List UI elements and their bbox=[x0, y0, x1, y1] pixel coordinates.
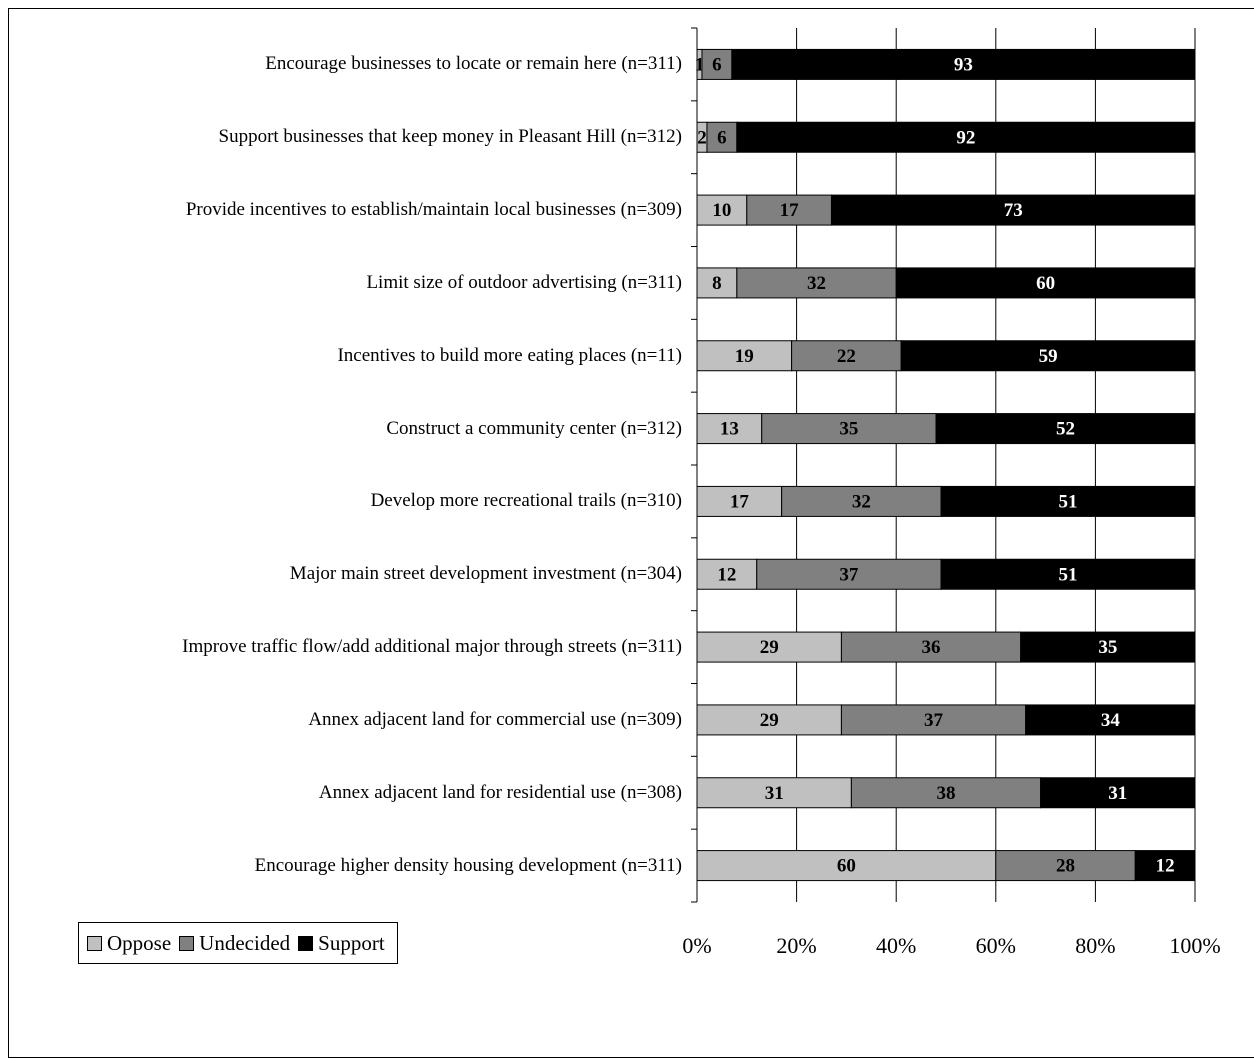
category-label: Major main street development investment… bbox=[289, 563, 682, 585]
data-label: 34 bbox=[1101, 710, 1121, 731]
x-tick-label: 100% bbox=[1169, 933, 1220, 958]
data-label: 10 bbox=[712, 200, 731, 221]
category-label: Develop more recreational trails (n=310) bbox=[370, 490, 682, 512]
bar-undecided bbox=[840, 704, 1027, 736]
category-label: Incentives to build more eating places (… bbox=[337, 344, 682, 366]
data-label: 92 bbox=[956, 127, 975, 148]
data-label: 17 bbox=[780, 200, 800, 221]
data-label: 29 bbox=[760, 637, 779, 658]
legend-label-oppose: Oppose bbox=[107, 930, 172, 955]
category-label: Annex adjacent land for residential use … bbox=[318, 781, 682, 803]
bar-undecided bbox=[736, 267, 897, 299]
bar-undecided bbox=[840, 631, 1022, 663]
bar-support bbox=[736, 121, 1196, 153]
data-label: 32 bbox=[852, 491, 871, 512]
data-label: 6 bbox=[712, 54, 722, 75]
data-label: 12 bbox=[1156, 856, 1175, 877]
data-label: 28 bbox=[1056, 856, 1075, 877]
bar-oppose bbox=[696, 267, 738, 299]
bar-support bbox=[940, 558, 1196, 590]
legend-swatch-oppose bbox=[87, 935, 102, 951]
legend: Oppose Undecided Support bbox=[78, 922, 398, 964]
data-label: 17 bbox=[730, 491, 750, 512]
legend-item-undecided: Undecided bbox=[179, 931, 290, 956]
data-label: 31 bbox=[1108, 783, 1127, 804]
x-tick-label: 80% bbox=[1075, 933, 1115, 958]
legend-item-oppose: Oppose bbox=[87, 931, 171, 956]
data-label: 12 bbox=[717, 564, 736, 585]
data-label: 32 bbox=[807, 273, 826, 294]
bar-support bbox=[731, 48, 1196, 80]
x-tick-label: 0% bbox=[682, 933, 711, 958]
category-label: Support businesses that keep money in Pl… bbox=[218, 126, 683, 148]
data-label: 22 bbox=[837, 346, 856, 367]
chart-frame bbox=[8, 8, 1254, 1058]
x-axis-ticks: 0% 20% 40% 60% 80% 100% bbox=[682, 933, 1220, 958]
data-label: 36 bbox=[922, 637, 941, 658]
data-label: 19 bbox=[735, 346, 754, 367]
gridlines bbox=[796, 28, 1196, 902]
category-label: Improve traffic flow/add additional majo… bbox=[182, 636, 682, 658]
data-label: 52 bbox=[1056, 419, 1075, 440]
bar-oppose bbox=[696, 340, 793, 372]
y-axis bbox=[691, 27, 698, 903]
category-label: Encourage businesses to locate or remain… bbox=[265, 53, 682, 75]
bar-support bbox=[1025, 704, 1196, 736]
data-label: 37 bbox=[924, 710, 944, 731]
bar-undecided bbox=[850, 777, 1042, 809]
data-label: 37 bbox=[839, 564, 859, 585]
bar-support bbox=[1134, 850, 1196, 882]
bar-oppose bbox=[696, 485, 783, 517]
bar-undecided bbox=[701, 48, 733, 80]
bar-support bbox=[830, 194, 1196, 226]
data-label: 93 bbox=[954, 54, 973, 75]
bar-support bbox=[1040, 777, 1196, 809]
bar-support bbox=[1020, 631, 1196, 663]
category-label: Construct a community center (n=312) bbox=[386, 417, 682, 439]
bar-undecided bbox=[791, 340, 902, 372]
data-label: 35 bbox=[839, 419, 858, 440]
data-label: 51 bbox=[1059, 564, 1078, 585]
data-label: 6 bbox=[717, 127, 727, 148]
bar-oppose bbox=[696, 631, 842, 663]
bar-oppose bbox=[696, 777, 852, 809]
bar-support bbox=[935, 413, 1196, 445]
data-label: 60 bbox=[837, 856, 856, 877]
bar-oppose bbox=[696, 850, 997, 882]
data-label: 59 bbox=[1039, 346, 1058, 367]
data-label: 13 bbox=[720, 419, 739, 440]
legend-label-support: Support bbox=[318, 930, 385, 955]
data-label: 38 bbox=[937, 783, 956, 804]
legend-label-undecided: Undecided bbox=[199, 930, 291, 955]
legend-item-support: Support bbox=[298, 931, 385, 956]
category-label: Annex adjacent land for commercial use (… bbox=[308, 708, 682, 730]
bar-support bbox=[895, 267, 1196, 299]
data-label: 29 bbox=[760, 710, 779, 731]
category-label: Limit size of outdoor advertising (n=311… bbox=[366, 271, 682, 293]
legend-swatch-undecided bbox=[179, 935, 195, 951]
bar-support bbox=[900, 340, 1196, 372]
data-label: 60 bbox=[1036, 273, 1055, 294]
legend-swatch-support bbox=[298, 935, 314, 951]
category-label: Provide incentives to establish/maintain… bbox=[185, 199, 682, 221]
x-tick-label: 60% bbox=[976, 933, 1016, 958]
x-tick-label: 40% bbox=[876, 933, 916, 958]
bar-undecided bbox=[781, 485, 942, 517]
data-label: 73 bbox=[1004, 200, 1023, 221]
bar-undecided bbox=[995, 850, 1136, 882]
data-label: 31 bbox=[765, 783, 784, 804]
data-label: 8 bbox=[712, 273, 722, 294]
x-tick-label: 20% bbox=[776, 933, 816, 958]
category-label: Encourage higher density housing develop… bbox=[254, 854, 682, 876]
data-label: 2 bbox=[697, 127, 707, 148]
bar-support bbox=[940, 485, 1196, 517]
data-label: 51 bbox=[1059, 491, 1078, 512]
bar-oppose bbox=[696, 704, 842, 736]
data-label: 35 bbox=[1098, 637, 1117, 658]
data-label: 1 bbox=[695, 54, 705, 75]
